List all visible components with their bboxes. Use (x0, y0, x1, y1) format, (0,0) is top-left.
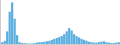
bar (71, 30, 73, 44)
bar (4, 41, 6, 45)
bar (80, 39, 82, 45)
bar (53, 39, 55, 45)
bar (75, 36, 77, 44)
bar (48, 41, 50, 45)
bar (66, 31, 68, 44)
bar (6, 31, 8, 44)
bar (78, 37, 80, 44)
chart-container (0, 0, 120, 45)
bar (14, 19, 16, 45)
baseline (0, 44, 120, 45)
bar (9, 12, 11, 45)
bar (11, 2, 13, 44)
bar (58, 37, 60, 44)
bar (73, 34, 75, 44)
chart (0, 0, 120, 45)
bar (51, 40, 53, 45)
bar (63, 34, 65, 44)
bars (1, 2, 120, 44)
bar (83, 40, 85, 45)
bar (56, 38, 58, 45)
y-axis-line (0, 0, 1, 45)
bar (61, 36, 63, 44)
bar (85, 41, 87, 45)
bar (16, 35, 18, 44)
bar (68, 28, 70, 44)
